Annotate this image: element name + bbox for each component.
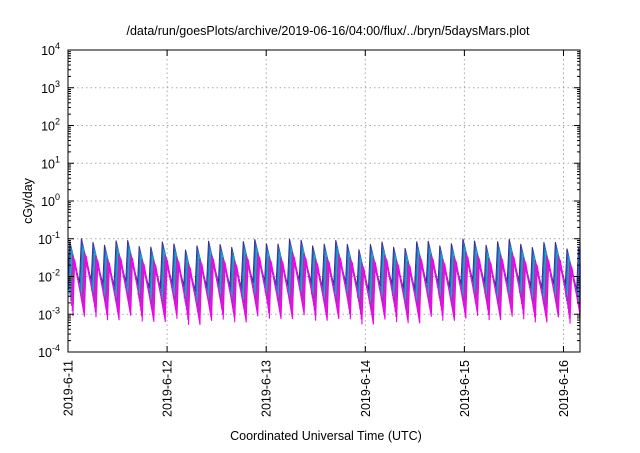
chart-title: /data/run/goesPlots/archive/2019-06-16/0… xyxy=(126,24,530,38)
y-tick-label: 10-1 xyxy=(38,230,60,247)
y-tick-label: 104 xyxy=(41,41,60,58)
y-tick-label: 103 xyxy=(41,79,60,96)
x-tick-label: 2019-6-16 xyxy=(557,360,571,417)
grid-lines xyxy=(68,50,580,352)
y-axis-label: cGy/day xyxy=(21,177,35,224)
axes: 10-4 10-3 10-2 10-1 100 101 102 103 104 2019-6-11… xyxy=(38,41,580,417)
y-tick-label: 101 xyxy=(41,154,60,171)
y-tick-label: 10-3 xyxy=(38,305,60,322)
y-tick-label: 102 xyxy=(41,117,60,134)
series-line xyxy=(72,256,581,326)
x-tick-label: 2019-6-15 xyxy=(458,360,472,417)
y-tick-label: 100 xyxy=(41,192,60,209)
y-tick-label: 10-2 xyxy=(38,268,60,285)
x-tick-label: 2019-6-11 xyxy=(62,360,76,416)
x-tick-label: 2019-6-13 xyxy=(260,360,274,417)
series-group xyxy=(67,238,581,326)
y-tick-label: 10-4 xyxy=(38,343,60,360)
x-tick-label: 2019-6-14 xyxy=(359,360,373,417)
x-axis-label: Coordinated Universal Time (UTC) xyxy=(230,429,422,443)
x-tick-label: 2019-6-12 xyxy=(161,360,175,417)
